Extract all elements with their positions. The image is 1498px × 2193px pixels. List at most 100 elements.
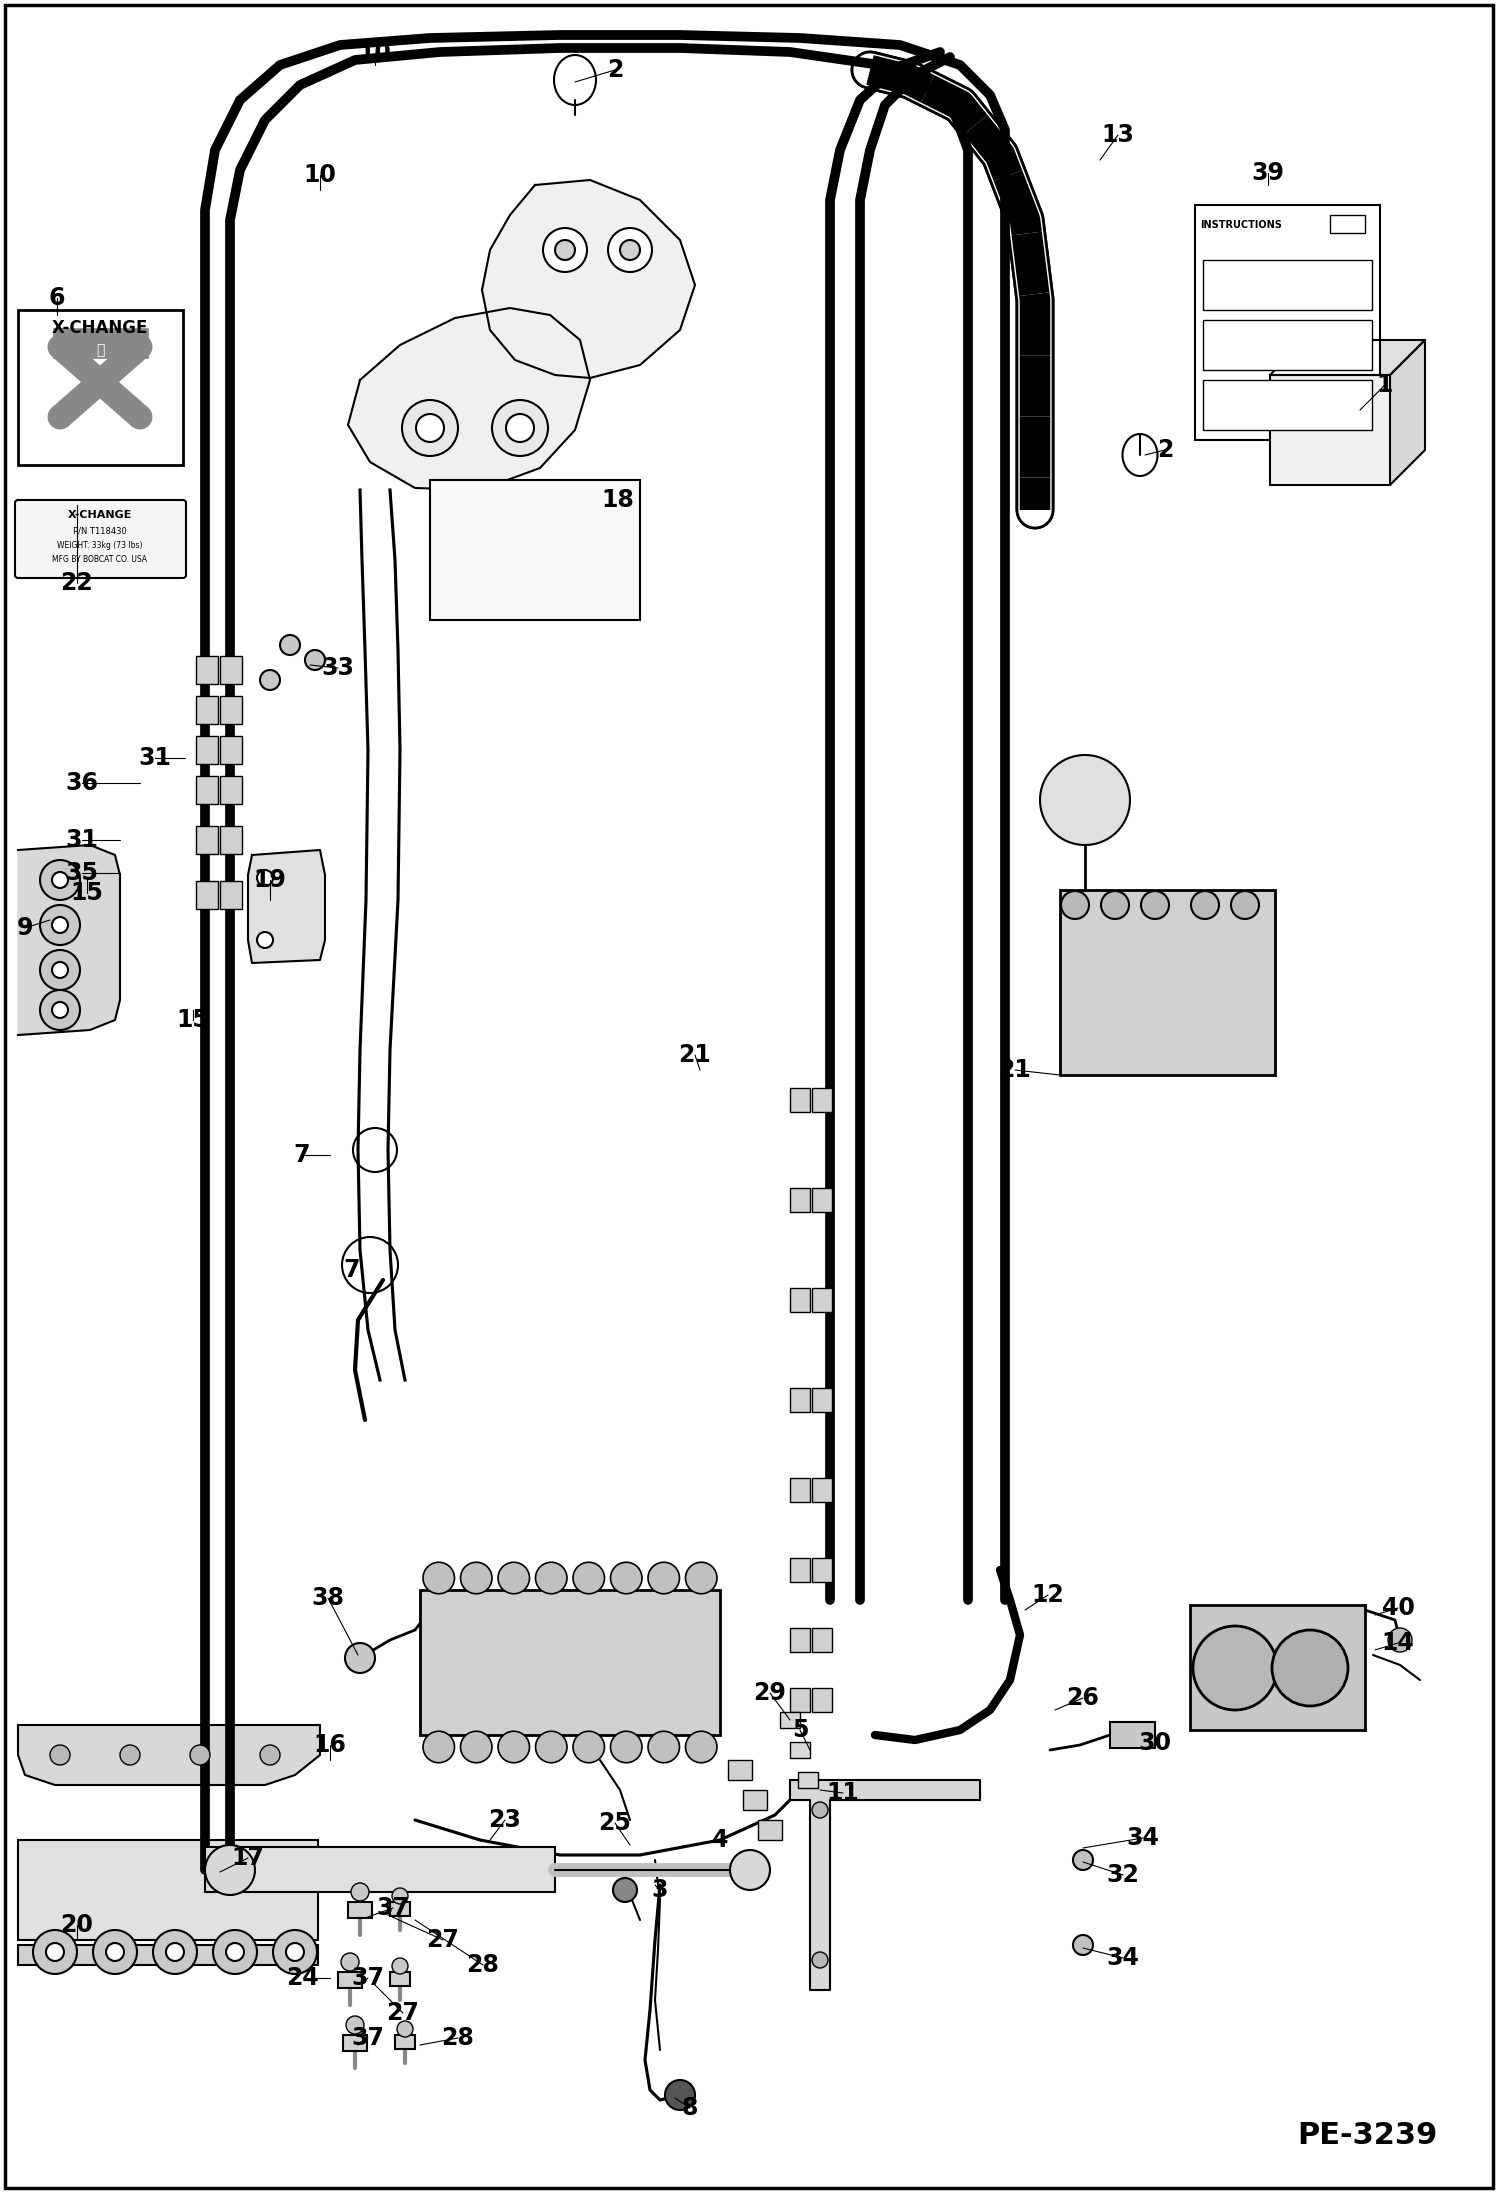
- Text: MFG BY BOBCAT CO. USA: MFG BY BOBCAT CO. USA: [52, 555, 147, 564]
- Text: 30: 30: [1138, 1730, 1171, 1754]
- Text: 1: 1: [1377, 373, 1393, 397]
- Bar: [1061, 890, 1275, 1075]
- Circle shape: [261, 671, 280, 691]
- Circle shape: [213, 1930, 258, 1974]
- Circle shape: [273, 1930, 318, 1974]
- Text: 14: 14: [1381, 1632, 1414, 1656]
- Circle shape: [574, 1561, 605, 1594]
- Bar: [18, 1840, 318, 1941]
- Bar: [1195, 204, 1380, 441]
- Circle shape: [422, 1730, 454, 1763]
- Circle shape: [686, 1561, 718, 1594]
- Bar: [1270, 375, 1390, 485]
- Circle shape: [542, 228, 587, 272]
- Text: 36: 36: [66, 772, 99, 796]
- Circle shape: [49, 1746, 70, 1765]
- Bar: [220, 776, 243, 805]
- Circle shape: [620, 239, 640, 261]
- Bar: [196, 827, 219, 853]
- Text: X-CHANGE: X-CHANGE: [52, 318, 148, 338]
- Bar: [789, 1388, 810, 1412]
- Text: 10: 10: [304, 162, 337, 186]
- Circle shape: [346, 2015, 364, 2033]
- Circle shape: [554, 239, 575, 261]
- Bar: [780, 1713, 800, 1728]
- Bar: [789, 1088, 810, 1112]
- Text: 8: 8: [682, 2097, 698, 2121]
- Text: 24: 24: [286, 1965, 319, 1989]
- Bar: [1203, 320, 1372, 371]
- Circle shape: [1040, 754, 1129, 844]
- Text: 5: 5: [792, 1717, 809, 1741]
- Circle shape: [649, 1730, 680, 1763]
- Circle shape: [40, 950, 79, 989]
- Bar: [339, 1972, 363, 1989]
- Bar: [419, 1590, 721, 1735]
- Bar: [220, 827, 243, 853]
- Polygon shape: [789, 1781, 980, 1989]
- Circle shape: [93, 1930, 136, 1974]
- Bar: [789, 1627, 810, 1651]
- Circle shape: [392, 1888, 407, 1904]
- Circle shape: [535, 1730, 568, 1763]
- Circle shape: [306, 649, 325, 671]
- Text: 27: 27: [427, 1928, 460, 1952]
- Bar: [196, 695, 219, 724]
- Polygon shape: [1270, 340, 1425, 375]
- Bar: [728, 1761, 752, 1781]
- Text: 20: 20: [60, 1912, 93, 1936]
- Text: 11: 11: [827, 1781, 860, 1805]
- Bar: [18, 309, 183, 465]
- Circle shape: [40, 860, 79, 899]
- Circle shape: [397, 2022, 413, 2037]
- Circle shape: [52, 963, 67, 978]
- Bar: [196, 656, 219, 684]
- Circle shape: [574, 1730, 605, 1763]
- Bar: [196, 882, 219, 910]
- Text: 7: 7: [294, 1143, 310, 1167]
- Circle shape: [205, 1844, 255, 1895]
- Bar: [395, 2035, 415, 2048]
- Bar: [812, 1478, 831, 1502]
- Circle shape: [506, 414, 533, 443]
- Text: 15: 15: [70, 882, 103, 906]
- Circle shape: [1192, 1625, 1276, 1711]
- Bar: [1203, 379, 1372, 430]
- Bar: [789, 1287, 810, 1311]
- Circle shape: [812, 1952, 828, 1967]
- Circle shape: [497, 1561, 529, 1594]
- Circle shape: [1231, 890, 1258, 919]
- Circle shape: [686, 1730, 718, 1763]
- Circle shape: [33, 1930, 76, 1974]
- Bar: [789, 1689, 810, 1713]
- Text: 3: 3: [652, 1877, 668, 1901]
- Bar: [789, 1557, 810, 1581]
- Text: 37: 37: [352, 1965, 385, 1989]
- Circle shape: [280, 636, 300, 656]
- Text: 6: 6: [49, 285, 66, 309]
- Polygon shape: [249, 851, 325, 963]
- Polygon shape: [348, 307, 590, 489]
- Text: 19: 19: [253, 868, 286, 893]
- Text: 29: 29: [753, 1682, 786, 1704]
- Bar: [389, 1901, 410, 1917]
- Text: 2: 2: [607, 57, 623, 81]
- Circle shape: [40, 906, 79, 945]
- Bar: [220, 695, 243, 724]
- Circle shape: [422, 1561, 454, 1594]
- Text: 16: 16: [313, 1732, 346, 1757]
- Circle shape: [40, 989, 79, 1031]
- Bar: [430, 480, 640, 621]
- Text: 25: 25: [599, 1811, 632, 1836]
- Circle shape: [190, 1746, 210, 1765]
- Text: 10: 10: [358, 42, 391, 66]
- Circle shape: [1073, 1851, 1094, 1871]
- Circle shape: [345, 1643, 374, 1673]
- Text: 2: 2: [1156, 439, 1173, 463]
- Text: 🔱: 🔱: [96, 342, 105, 357]
- Bar: [1110, 1722, 1155, 1748]
- Circle shape: [613, 1877, 637, 1901]
- Bar: [220, 656, 243, 684]
- Bar: [196, 737, 219, 763]
- Circle shape: [1272, 1629, 1348, 1706]
